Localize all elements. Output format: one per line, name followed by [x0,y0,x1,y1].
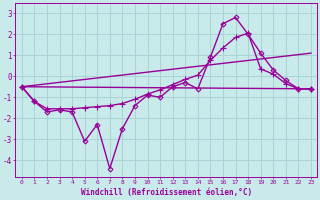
X-axis label: Windchill (Refroidissement éolien,°C): Windchill (Refroidissement éolien,°C) [81,188,252,197]
